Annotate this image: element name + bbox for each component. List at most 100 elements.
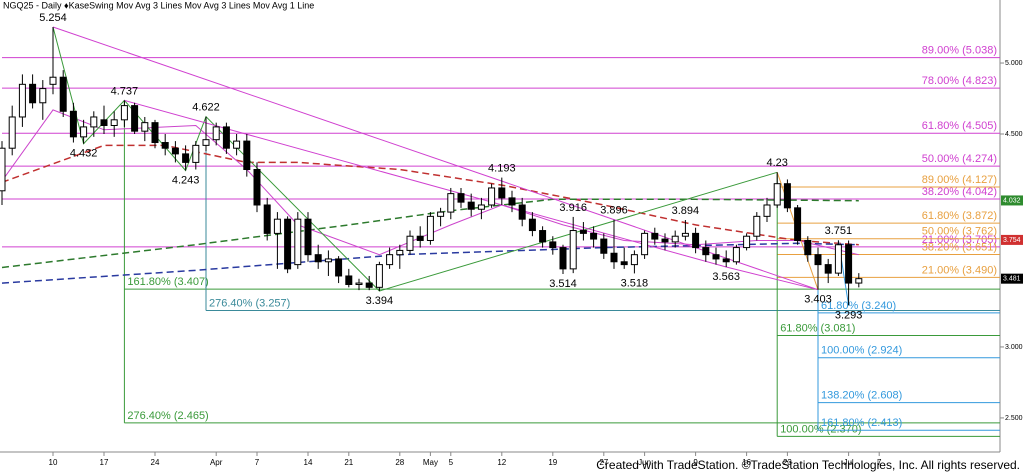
- candle-body: [845, 244, 853, 284]
- level-label: 161.80% (2.413): [821, 417, 902, 429]
- candle-body: [131, 105, 139, 132]
- y-tick-label: 4.500: [1005, 131, 1023, 138]
- candle-body: [447, 193, 455, 213]
- candle-body: [253, 169, 261, 206]
- level-label: 161.80% (3.407): [127, 276, 208, 288]
- x-tick-label: 28: [395, 458, 404, 467]
- swing-label: 5.254: [39, 12, 67, 24]
- candle-body: [151, 122, 159, 144]
- price-tag: [1001, 195, 1023, 206]
- level-label: 61.80% (4.505): [922, 120, 997, 132]
- y-tick-label: 2.500: [1005, 415, 1023, 422]
- candle-body: [651, 232, 659, 240]
- candle-body: [100, 119, 108, 126]
- level-label: 100.00% (2.924): [821, 345, 902, 357]
- candle-body: [488, 187, 496, 206]
- candle-body: [763, 204, 771, 217]
- price-tag: [1001, 273, 1023, 284]
- candle-body: [610, 252, 618, 263]
- price-tag: [1001, 234, 1023, 245]
- x-tick-label: 12: [497, 458, 506, 467]
- candle-body: [202, 139, 210, 146]
- x-tick-label: Jun: [638, 458, 651, 467]
- x-tick-label: Jul: [843, 458, 853, 467]
- x-tick-label: 23: [783, 458, 792, 467]
- swing-label: 4.622: [192, 102, 220, 114]
- swing-label: 3.403: [804, 294, 832, 306]
- x-tick-label: 27: [599, 458, 608, 467]
- candle-body: [834, 244, 842, 274]
- chart-title: NGQ25 - Daily ♦KaseSwing Mov Avg 3 Lines…: [3, 0, 314, 10]
- candle-body: [416, 235, 424, 241]
- swing-label: 4.737: [111, 85, 139, 97]
- candle-body: [539, 230, 547, 243]
- candle-body: [590, 232, 598, 240]
- candle-body: [457, 193, 465, 203]
- candle-body: [355, 282, 363, 285]
- level-label: 89.00% (4.127): [922, 174, 997, 186]
- swing-label: 3.916: [559, 202, 587, 214]
- candle-body: [732, 247, 740, 263]
- level-label: 61.80% (3.240): [821, 300, 896, 312]
- swing-label: 3.751: [825, 225, 853, 237]
- candle-body: [630, 254, 638, 266]
- level-label: 50.00% (4.274): [922, 153, 997, 165]
- y-tick-label: 3.000: [1005, 344, 1023, 351]
- candle-body: [59, 76, 67, 112]
- candle-body: [273, 218, 281, 234]
- candle-body: [569, 230, 577, 270]
- swing-label: 3.394: [366, 295, 394, 307]
- candle-body: [39, 88, 47, 104]
- price-tag-label: 3.481: [1003, 276, 1021, 283]
- price-tag-label: 3.754: [1003, 237, 1021, 244]
- x-tick-label: 24: [151, 458, 160, 467]
- candle-body: [722, 258, 730, 263]
- candle-body: [579, 230, 587, 234]
- candle-body: [365, 282, 373, 288]
- level-label: 276.40% (2.465): [127, 410, 208, 422]
- candle-body: [518, 204, 526, 220]
- candle-body: [437, 211, 445, 217]
- swing-label: 3.514: [549, 278, 577, 290]
- candle-body: [712, 254, 720, 260]
- x-tick-label: 7: [877, 458, 882, 467]
- moving-average: [1, 144, 859, 246]
- level-label: 61.80% (3.872): [922, 210, 997, 222]
- candle-body: [692, 232, 700, 249]
- level-label: 78.00% (4.823): [922, 75, 997, 87]
- candle-body: [641, 232, 649, 256]
- candle-body: [0, 147, 6, 192]
- candle-body: [549, 241, 557, 249]
- x-tick-label: 7: [255, 458, 260, 467]
- level-label: 138.20% (2.608): [821, 390, 902, 402]
- candle-body: [8, 116, 16, 149]
- x-tick-label: 5: [449, 458, 454, 467]
- x-tick-label: 21: [344, 458, 353, 467]
- candle-body: [90, 116, 98, 128]
- candle-body: [49, 76, 57, 85]
- candle-body: [498, 187, 506, 199]
- candle-body: [335, 258, 343, 277]
- candle-body: [120, 105, 128, 121]
- candle-body: [69, 110, 77, 138]
- swing-label: 3.894: [672, 205, 700, 217]
- swing-label: 4.23: [766, 157, 787, 169]
- level-label: 89.00% (5.038): [922, 45, 997, 57]
- candle-body: [508, 197, 516, 206]
- candle-body: [477, 204, 485, 210]
- swing-label: 3.563: [712, 271, 740, 283]
- candle-body: [212, 126, 220, 141]
- candle-body: [192, 144, 200, 163]
- swing-label: 4.243: [172, 174, 200, 186]
- candle-body: [110, 119, 118, 126]
- swing-label: 3.293: [835, 309, 863, 321]
- x-tick-label: 16: [742, 458, 751, 467]
- candle-body: [294, 218, 302, 266]
- swing-label: 3.518: [621, 277, 649, 289]
- candle-body: [804, 239, 812, 256]
- candle-body: [753, 215, 761, 237]
- candle-body: [345, 275, 353, 285]
- x-tick-label: 10: [49, 458, 58, 467]
